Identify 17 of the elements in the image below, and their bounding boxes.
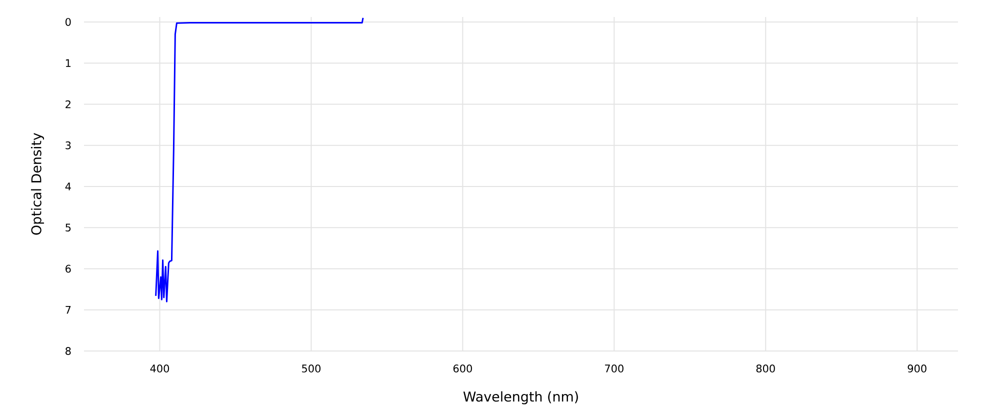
x-tick-label: 600 bbox=[453, 364, 472, 372]
y-tick-label: 1 bbox=[66, 59, 71, 67]
y-tick-label: 8 bbox=[66, 347, 71, 355]
x-tick-label: 900 bbox=[908, 364, 926, 372]
x-tick-label: 700 bbox=[605, 364, 624, 372]
x-tick-label: 500 bbox=[302, 364, 320, 372]
y-tick-label: 0 bbox=[66, 18, 71, 26]
y-tick-label: 4 bbox=[65, 182, 71, 190]
y-tick-label: 2 bbox=[66, 100, 70, 108]
x-axis-title: Wavelength (nm) bbox=[463, 391, 578, 404]
y-tick-label: 7 bbox=[66, 306, 71, 314]
y-axis-title: Optical Density bbox=[30, 132, 44, 235]
y-tick-label: 6 bbox=[66, 264, 71, 273]
x-tick-label: 400 bbox=[150, 364, 170, 372]
y-tick-label: 5 bbox=[66, 224, 71, 232]
x-tick-label: 800 bbox=[756, 364, 775, 372]
y-tick-label: 3 bbox=[66, 141, 71, 150]
